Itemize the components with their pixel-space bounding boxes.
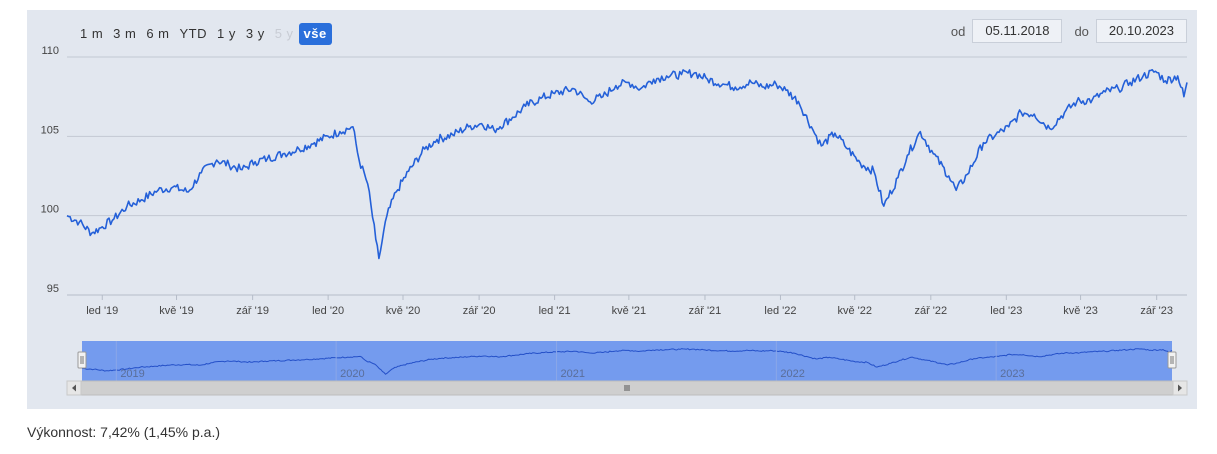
performance-text: Výkonnost: 7,42% (1,45% p.a.) — [27, 424, 220, 440]
range-button-0[interactable]: 1 m — [80, 26, 104, 41]
x-tick-label: kvě '19 — [159, 305, 194, 317]
navigator-mask — [82, 341, 1172, 381]
scroll-left-arrow-icon — [72, 384, 76, 392]
series-line — [66, 69, 1188, 260]
navigator-year-label: 2019 — [120, 368, 144, 380]
x-tick-label: led '20 — [312, 305, 344, 317]
range-selector: 1 m 3 m 6 m YTD 1 y 3 y 5 y vše — [75, 23, 332, 45]
x-tick-label: zář '20 — [463, 305, 496, 317]
y-tick-label: 105 — [41, 124, 59, 136]
y-tick-label: 110 — [41, 45, 59, 57]
to-label: do — [1074, 23, 1089, 39]
x-tick-label: led '21 — [539, 305, 571, 317]
y-tick-label: 100 — [41, 204, 59, 216]
x-tick-label: kvě '20 — [386, 305, 421, 317]
from-label: od — [950, 23, 966, 39]
from-date-input[interactable]: 05.11.2018 — [972, 19, 1063, 43]
navigator-year-label: 2023 — [1000, 368, 1024, 380]
range-button-1[interactable]: 3 m — [113, 26, 137, 41]
range-button-5[interactable]: 3 y — [245, 26, 265, 41]
to-date-input[interactable]: 20.10.2023 — [1095, 19, 1187, 43]
x-tick-label: led '23 — [990, 305, 1022, 317]
x-tick-label: zář '21 — [689, 305, 722, 317]
navigator-left-handle[interactable] — [77, 351, 87, 369]
range-button-2[interactable]: 6 m — [146, 26, 170, 41]
scroll-right-arrow-icon — [1178, 384, 1182, 392]
navigator-right-handle[interactable] — [1167, 351, 1177, 369]
x-tick-label: zář '19 — [236, 305, 269, 317]
navigator-year-label: 2022 — [780, 368, 804, 380]
x-tick-label: kvě '21 — [612, 305, 647, 317]
navigator-year-label: 2020 — [340, 368, 364, 380]
x-tick-label: zář '22 — [914, 305, 947, 317]
x-tick-label: led '22 — [764, 305, 796, 317]
range-button-4[interactable]: 1 y — [217, 26, 236, 41]
x-tick-label: zář '23 — [1140, 305, 1173, 317]
y-tick-label: 95 — [47, 283, 59, 295]
range-button-6: 5 y — [274, 26, 294, 41]
range-button-3[interactable]: YTD — [179, 26, 208, 41]
date-range-inputs: od 05.11.2018 do 20.10.2023 — [939, 19, 1187, 43]
range-button-7[interactable]: vše — [298, 23, 332, 45]
line-chart: 110 105 100 95 led '19 kvě '19 zář '19 led '20 k… — [41, 45, 1188, 396]
x-tick-label: kvě '22 — [837, 305, 872, 317]
x-tick-label: kvě '23 — [1063, 305, 1098, 317]
navigator-year-label: 2021 — [561, 368, 585, 380]
x-tick-label: led '19 — [86, 305, 118, 317]
navigator-series — [81, 348, 1173, 375]
